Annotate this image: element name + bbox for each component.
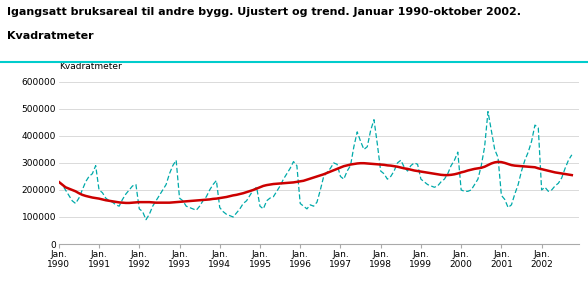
Text: Kvadratmeter: Kvadratmeter — [59, 62, 122, 71]
Text: Kvadratmeter: Kvadratmeter — [7, 31, 93, 41]
Text: Igangsatt bruksareal til andre bygg. Ujustert og trend. Januar 1990-oktober 2002: Igangsatt bruksareal til andre bygg. Uju… — [7, 7, 521, 17]
